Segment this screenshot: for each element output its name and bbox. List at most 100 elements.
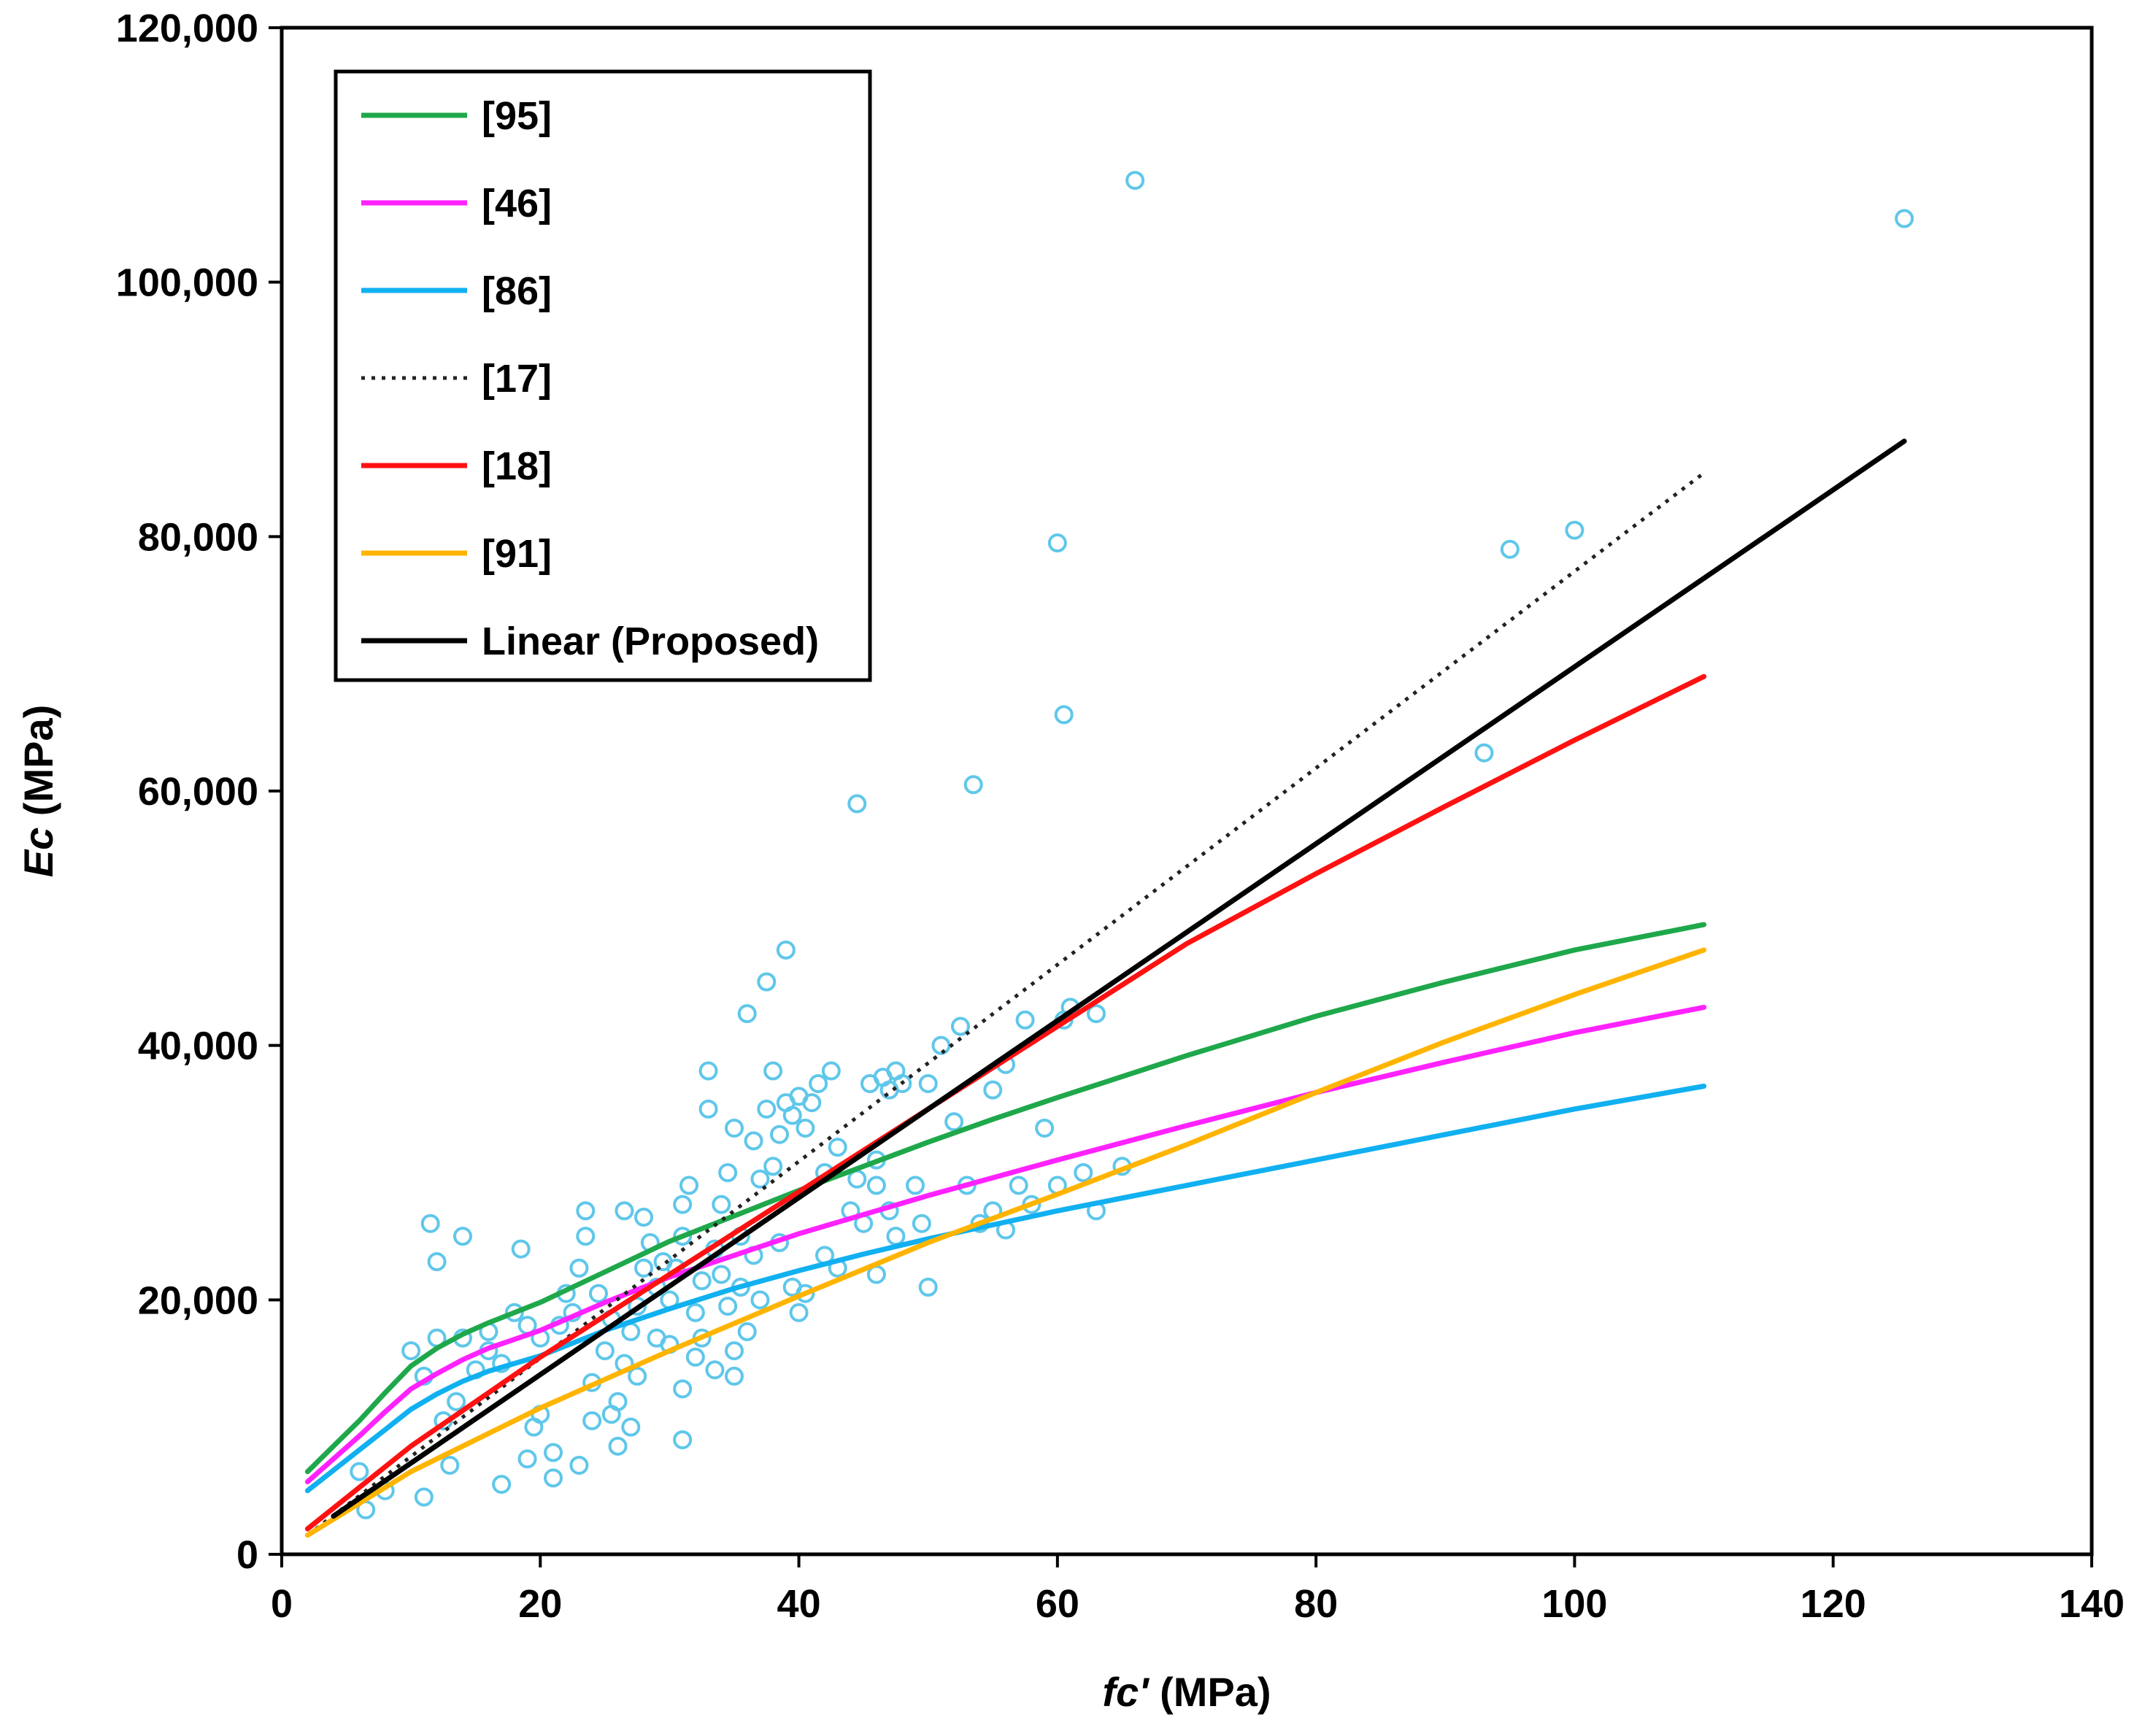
data-point bbox=[983, 1080, 1003, 1100]
data-point bbox=[944, 1112, 964, 1132]
x-axis-title-unit: (MPa) bbox=[1149, 1669, 1271, 1715]
data-point bbox=[414, 1487, 434, 1507]
data-point bbox=[931, 1035, 951, 1055]
data-point bbox=[705, 1360, 725, 1380]
data-point bbox=[628, 1297, 647, 1316]
data-point bbox=[912, 1214, 931, 1233]
y-tick-label: 40,000 bbox=[138, 1025, 258, 1068]
data-point bbox=[821, 1061, 841, 1081]
data-point bbox=[886, 1227, 906, 1246]
data-point bbox=[673, 1195, 693, 1214]
data-point bbox=[1054, 705, 1074, 725]
legend-label: [86] bbox=[482, 269, 552, 313]
data-point bbox=[440, 1455, 460, 1475]
data-point bbox=[698, 1099, 718, 1119]
data-point bbox=[1035, 1118, 1055, 1138]
x-axis-ticks: 0 20 40 60 80 100 120 140 bbox=[271, 1554, 2125, 1626]
data-point bbox=[595, 1341, 615, 1361]
legend-label: [95] bbox=[482, 94, 552, 138]
data-point bbox=[750, 1290, 770, 1310]
data-point bbox=[712, 1265, 731, 1284]
legend-label: [91] bbox=[482, 532, 552, 576]
data-point bbox=[350, 1462, 369, 1481]
data-point bbox=[576, 1201, 596, 1221]
data-point bbox=[906, 1176, 925, 1195]
y-tick-label: 100,000 bbox=[116, 261, 258, 305]
data-point bbox=[951, 1016, 970, 1036]
data-point bbox=[1074, 1163, 1093, 1182]
data-point bbox=[621, 1417, 641, 1437]
data-point bbox=[918, 1277, 938, 1297]
x-tick-label: 60 bbox=[1036, 1582, 1079, 1626]
legend-box bbox=[334, 69, 872, 682]
series-line bbox=[304, 1004, 1707, 1485]
data-point bbox=[608, 1392, 628, 1411]
y-axis-title-symbol: Ec bbox=[15, 828, 61, 878]
data-point bbox=[757, 1099, 777, 1119]
y-axis-title-unit: (MPa) bbox=[15, 705, 61, 828]
series-line bbox=[304, 1084, 1707, 1494]
data-point bbox=[866, 1176, 886, 1195]
data-point bbox=[504, 1303, 524, 1322]
data-point bbox=[744, 1131, 763, 1151]
y-tick-label: 80,000 bbox=[138, 515, 258, 559]
legend-entries: [95] [46] [86] [17] [18] [91] Linear (Proposed… bbox=[361, 94, 819, 663]
data-point bbox=[725, 1118, 744, 1138]
data-point bbox=[1087, 1004, 1106, 1024]
data-point bbox=[673, 1430, 693, 1450]
x-axis-title: fc' (MPa) bbox=[1102, 1669, 1271, 1715]
data-point bbox=[698, 1061, 718, 1081]
series-line bbox=[306, 471, 1706, 1537]
data-point bbox=[589, 1284, 608, 1303]
data-point bbox=[453, 1227, 472, 1246]
series-line bbox=[331, 439, 1907, 1519]
data-point bbox=[1015, 1010, 1035, 1030]
data-point bbox=[492, 1475, 512, 1494]
data-point bbox=[963, 775, 983, 795]
data-point bbox=[420, 1214, 440, 1233]
x-tick-label: 140 bbox=[2059, 1582, 2125, 1626]
data-point bbox=[893, 1073, 912, 1093]
data-point bbox=[511, 1239, 531, 1259]
data-point bbox=[718, 1163, 738, 1182]
legend-label: [18] bbox=[482, 444, 552, 488]
data-point bbox=[725, 1366, 744, 1386]
data-point bbox=[770, 1124, 789, 1144]
data-point bbox=[608, 1436, 628, 1456]
data-point bbox=[615, 1201, 634, 1221]
x-tick-label: 0 bbox=[271, 1582, 293, 1626]
data-point bbox=[789, 1303, 809, 1322]
x-tick-label: 80 bbox=[1294, 1582, 1338, 1626]
data-point bbox=[809, 1073, 828, 1093]
legend-label: [17] bbox=[482, 357, 552, 401]
data-point bbox=[712, 1195, 731, 1214]
data-point bbox=[447, 1392, 466, 1411]
data-point bbox=[634, 1208, 653, 1227]
x-axis-title-symbol: fc' bbox=[1102, 1669, 1149, 1715]
data-point bbox=[750, 1169, 770, 1189]
data-point bbox=[634, 1258, 653, 1278]
data-point bbox=[673, 1379, 693, 1399]
series-line bbox=[304, 674, 1707, 1532]
data-point bbox=[776, 940, 796, 960]
data-point bbox=[569, 1258, 589, 1278]
y-axis-ticks: 0 20,000 40,000 60,000 80,000 100,000 120,000 bbox=[116, 7, 282, 1577]
data-point bbox=[544, 1468, 563, 1488]
data-point bbox=[569, 1455, 589, 1475]
data-point bbox=[1474, 743, 1494, 763]
x-tick-label: 40 bbox=[777, 1582, 821, 1626]
data-point bbox=[685, 1347, 705, 1367]
data-point bbox=[918, 1073, 938, 1093]
legend-label: [46] bbox=[482, 182, 552, 225]
data-point bbox=[828, 1138, 847, 1157]
data-point bbox=[582, 1411, 602, 1430]
data-point bbox=[763, 1157, 783, 1176]
data-point bbox=[802, 1093, 822, 1113]
series-line bbox=[304, 922, 1707, 1475]
series-lines bbox=[304, 439, 1907, 1538]
x-tick-label: 120 bbox=[1801, 1582, 1866, 1626]
legend: [95] [46] [86] [17] [18] [91] Linear (Proposed… bbox=[334, 69, 872, 682]
data-point bbox=[427, 1252, 447, 1272]
y-tick-label: 60,000 bbox=[138, 770, 258, 814]
series-line bbox=[304, 947, 1707, 1538]
